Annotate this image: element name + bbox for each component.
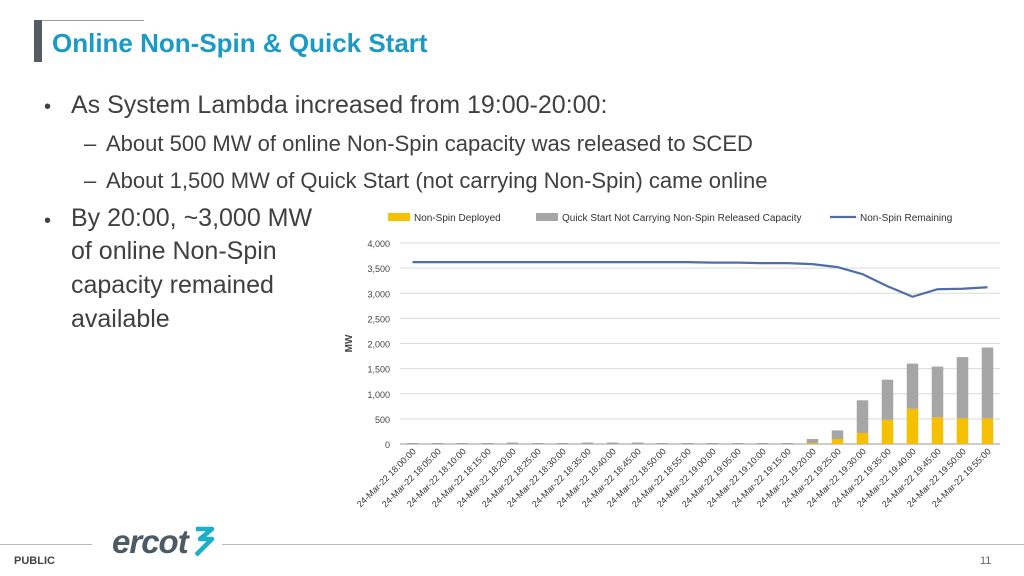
bar-quick-start <box>681 442 694 444</box>
legend-label: Quick Start Not Carrying Non-Spin Releas… <box>562 213 802 224</box>
y-tick-label: 2,000 <box>367 340 390 350</box>
y-tick-label: 3,000 <box>367 289 390 299</box>
sub-bullet-dash: – <box>84 131 97 156</box>
page-title: Online Non-Spin & Quick Start <box>52 28 428 58</box>
bullet-2-line-1: By 20:00, ~3,000 MW <box>71 204 313 232</box>
y-tick-label: 3,500 <box>367 264 390 274</box>
bar-quick-start <box>506 442 519 444</box>
bar-non-spin-deployed <box>831 438 844 444</box>
bullet-2-line-4: available <box>71 305 170 333</box>
bar-quick-start <box>956 357 969 419</box>
bar-quick-start <box>806 438 819 443</box>
sub-bullet-2: About 1,500 MW of Quick Start (not carry… <box>106 168 768 193</box>
bar-quick-start <box>831 430 844 439</box>
y-axis-label: MW <box>344 334 355 352</box>
bullet-2-line-3: capacity remained <box>71 271 274 299</box>
title-rule <box>42 20 144 21</box>
bar-quick-start <box>906 363 919 409</box>
line-non-spin-remaining <box>412 260 988 298</box>
bar-non-spin-deployed <box>906 408 919 444</box>
bar-non-spin-deployed <box>931 417 944 444</box>
bar-quick-start <box>856 400 869 433</box>
bar-quick-start <box>756 442 769 444</box>
sub-bullet-1: About 500 MW of online Non-Spin capacity… <box>106 131 753 156</box>
bar-quick-start <box>656 442 669 444</box>
y-tick-label: 4,000 <box>367 239 390 249</box>
sub-bullet-dash: – <box>84 168 97 193</box>
y-tick-label: 2,500 <box>367 314 390 324</box>
classification-label: PUBLIC <box>14 555 55 567</box>
bar-non-spin-deployed <box>806 442 819 444</box>
page-number: 11 <box>980 555 992 567</box>
logo-text: ercot <box>112 523 189 560</box>
legend-label: Non-Spin Deployed <box>414 213 501 224</box>
bar-quick-start <box>706 442 719 444</box>
bar-quick-start <box>731 442 744 444</box>
y-tick-label: 500 <box>375 415 390 425</box>
bar-non-spin-deployed <box>881 419 894 444</box>
ercot-logo: ercot <box>112 523 216 561</box>
bar-non-spin-deployed <box>956 418 969 444</box>
bar-quick-start <box>456 442 469 444</box>
bar-quick-start <box>406 442 419 444</box>
legend-swatch-quick-start <box>536 213 558 221</box>
y-tick-label: 0 <box>385 440 390 450</box>
bar-quick-start <box>531 442 544 444</box>
bar-quick-start <box>931 366 944 418</box>
bullet-1: As System Lambda increased from 19:00-20… <box>71 91 608 119</box>
legend-label: Non-Spin Remaining <box>860 213 952 224</box>
ercot-logo-mark <box>194 526 214 557</box>
y-tick-label: 1,000 <box>367 390 390 400</box>
bar-quick-start <box>631 442 644 444</box>
bar-non-spin-deployed <box>856 432 869 444</box>
y-tick-label: 1,500 <box>367 365 390 375</box>
bar-quick-start <box>981 347 994 419</box>
bar-quick-start <box>881 379 894 420</box>
footer-divider-left <box>0 544 92 545</box>
legend-swatch-non-spin-deployed <box>388 213 410 221</box>
bar-quick-start <box>581 442 594 444</box>
bullet-dot: • <box>44 210 52 232</box>
bar-quick-start <box>606 442 619 444</box>
bar-non-spin-deployed <box>981 418 994 444</box>
bar-quick-start <box>481 442 494 444</box>
mw-chart: 0 500 1,000 1,500 2,000 2,500 3,000 3,500 4,000 M… <box>344 213 1000 509</box>
footer-divider-right <box>222 544 1024 545</box>
bullet-dot: • <box>44 96 52 118</box>
bar-quick-start <box>556 442 569 444</box>
bar-quick-start <box>431 442 444 444</box>
bullet-2-line-2: of online Non-Spin <box>71 237 277 265</box>
bar-quick-start <box>781 442 794 444</box>
title-accent-bar <box>34 20 42 62</box>
